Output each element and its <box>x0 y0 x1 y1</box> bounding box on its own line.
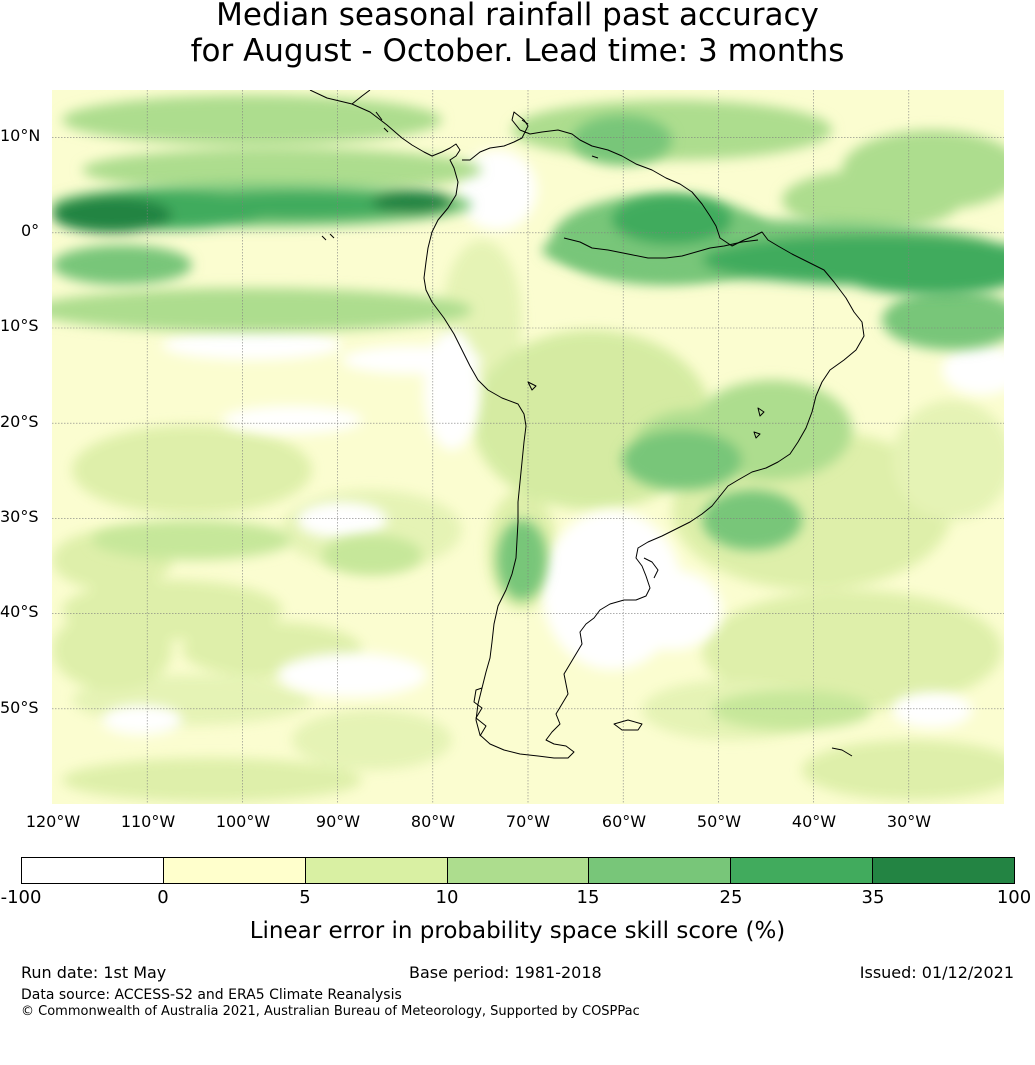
colorbar-bin-25-35 <box>730 857 873 884</box>
skill-field-white <box>102 150 1004 735</box>
copyright: © Commonwealth of Australia 2021, Austra… <box>21 1004 640 1019</box>
colorbar-bin-15-25 <box>588 857 731 884</box>
colorbar-tick: 25 <box>719 887 743 908</box>
colorbar-bin-0-5 <box>163 857 306 884</box>
lon-label-60w: 60°W <box>601 812 647 831</box>
colorbar-tick: 35 <box>861 887 885 908</box>
data-source: Data source: ACCESS-S2 and ERA5 Climate … <box>21 987 402 1003</box>
colorbar-tick: 15 <box>576 887 600 908</box>
skill-field-strong <box>52 115 1004 295</box>
amazon-river <box>563 237 759 259</box>
lon-label-50w: 50°W <box>696 812 742 831</box>
colorbar-bin-5-10 <box>305 857 448 884</box>
colorbar-tick: 100 <box>996 887 1032 908</box>
lat-label-10n: 10°N <box>0 126 41 145</box>
lat-label-50s: 50°S <box>0 698 39 717</box>
central-america-coastline <box>351 90 371 105</box>
south-georgia <box>831 747 853 757</box>
map-title-line-2: for August - October. Lead time: 3 month… <box>190 33 845 69</box>
lat-label-30s: 30°S <box>0 507 39 526</box>
lon-label-120w: 120°W <box>25 812 81 831</box>
lon-label-110w: 110°W <box>120 812 176 831</box>
base-period: Base period: 1981-2018 <box>409 963 602 982</box>
lake-titicaca <box>527 381 537 391</box>
skill-score-map <box>52 90 1004 804</box>
lon-label-100w: 100°W <box>215 812 271 831</box>
south-america-coastline <box>309 90 865 759</box>
colorbar-bin-neg100-0 <box>21 857 164 884</box>
map-title-line-1: Median seasonal rainfall past accuracy <box>216 0 819 33</box>
lon-label-80w: 80°W <box>410 812 456 831</box>
lon-label-30w: 30°W <box>886 812 932 831</box>
colorbar-tick: -100 <box>0 887 42 908</box>
issued-date: Issued: 01/12/2021 <box>859 963 1014 982</box>
falklands <box>613 719 643 731</box>
run-date: Run date: 1st May <box>21 963 167 982</box>
lat-label-40s: 40°S <box>0 602 39 621</box>
colorbar-bin-10-15 <box>447 857 589 884</box>
galapagos <box>321 233 335 241</box>
chiloe-fjords <box>473 687 487 737</box>
caribbean-islands <box>375 111 599 159</box>
skill-field-medium <box>52 95 1004 730</box>
lat-label-0: 0° <box>21 221 40 240</box>
colorbar-label: Linear error in probability space skill … <box>249 918 786 944</box>
lon-label-40w: 40°W <box>791 812 837 831</box>
colorbar-bin-35-100 <box>872 857 1015 884</box>
graticule <box>52 90 1004 804</box>
lon-label-70w: 70°W <box>505 812 551 831</box>
rio-de-la-plata <box>643 557 659 579</box>
lat-label-10s: 10°S <box>0 316 39 335</box>
colorbar-tick: 10 <box>435 887 459 908</box>
colorbar-tick: 5 <box>299 887 311 908</box>
lon-label-90w: 90°W <box>315 812 361 831</box>
colorbar-tick: 0 <box>157 887 169 908</box>
lat-label-20s: 20°S <box>0 412 39 431</box>
coastline <box>309 90 865 759</box>
brazil-lakes <box>753 407 765 439</box>
